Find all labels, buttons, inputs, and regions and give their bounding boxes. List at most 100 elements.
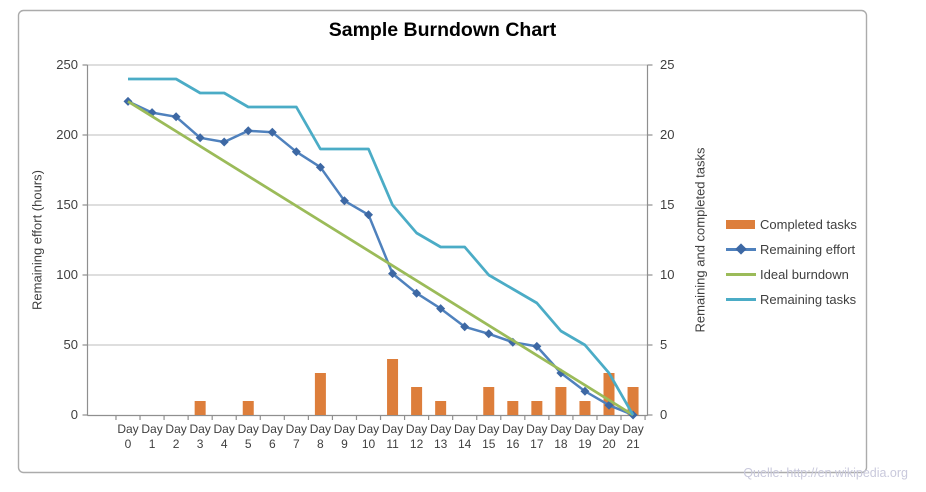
x-axis-category-label: Day 7	[282, 422, 310, 452]
category-number: 0	[124, 437, 132, 451]
category-number: 15	[482, 437, 496, 451]
category-prefix: Day	[141, 422, 163, 436]
marker-diamond-remaining-effort-day-15	[484, 329, 494, 339]
legend-swatch-remaining-effort	[726, 242, 756, 255]
x-axis-category-label: Day 18	[547, 422, 575, 452]
marker-diamond-remaining-effort-day-7	[291, 147, 301, 157]
category-number: 6	[268, 437, 276, 451]
x-axis-category-label: Day 2	[162, 422, 190, 452]
category-prefix: Day	[429, 422, 452, 436]
right-axis-title: Remaining and completed tasks	[692, 147, 708, 333]
category-number: 10	[361, 437, 376, 451]
diamond-marker-icon	[735, 242, 747, 255]
legend-item-completed-tasks: Completed tasks	[726, 214, 857, 234]
x-axis-category-label: Day 6	[258, 422, 286, 452]
category-prefix: Day	[357, 422, 380, 436]
category-number: 1	[148, 437, 156, 451]
bar-completed-tasks-day-21	[627, 387, 639, 415]
left-axis-tick-label: 50	[63, 337, 78, 352]
x-axis-category-label: Day 5	[234, 422, 262, 452]
x-axis-category-label: Day 12	[403, 422, 431, 452]
category-prefix: Day	[598, 422, 620, 436]
marker-diamond-remaining-effort-day-2	[171, 112, 181, 122]
category-prefix: Day	[117, 422, 139, 436]
legend-item-remaining-effort: Remaining effort	[726, 239, 857, 259]
left-axis-tick-label: 100	[56, 267, 78, 282]
marker-diamond-remaining-effort-day-8	[315, 162, 325, 172]
category-number: 11	[386, 437, 399, 451]
x-axis-category-label: Day 11	[379, 422, 407, 452]
left-axis-tick-label: 0	[70, 407, 78, 422]
category-prefix: Day	[454, 422, 476, 436]
series-line-remaining-effort	[127, 100, 634, 417]
marker-diamond-remaining-effort-day-5	[243, 126, 253, 136]
legend: Completed tasks Remaining effort Ideal bur…	[726, 214, 857, 314]
category-prefix: Day	[478, 422, 500, 436]
category-prefix: Day	[285, 422, 308, 436]
bar-completed-tasks-day-18	[555, 387, 567, 415]
category-number: 3	[196, 437, 204, 451]
legend-swatch-ideal-burndown	[726, 272, 756, 276]
category-number: 19	[578, 437, 592, 451]
bar-completed-tasks-day-16	[507, 401, 519, 415]
legend-label: Completed tasks	[760, 216, 857, 232]
legend-swatch-completed-tasks	[726, 219, 756, 229]
category-prefix: Day	[237, 422, 259, 436]
x-axis-category-label: Day 16	[499, 422, 527, 452]
category-prefix: Day	[333, 422, 356, 436]
x-axis-category-label: Day 1	[138, 422, 166, 452]
legend-item-ideal-burndown: Ideal burndown	[726, 264, 857, 284]
marker-diamond-remaining-effort-day-3	[195, 133, 205, 143]
marker-diamond-remaining-effort-day-9	[339, 196, 349, 206]
marker-diamond-remaining-effort-day-19	[580, 386, 590, 396]
bar-completed-tasks-day-12	[411, 387, 423, 415]
category-number: 2	[172, 437, 180, 451]
left-axis-tick-label: 250	[56, 57, 78, 72]
chart-title: Sample Burndown Chart	[328, 19, 557, 41]
x-axis-category-label: Day 13	[427, 422, 455, 452]
x-axis-category-label: Day 0	[114, 422, 142, 452]
x-axis-category-label: Day 3	[186, 422, 214, 452]
x-axis-category-label: Day 21	[619, 422, 647, 452]
category-prefix: Day	[213, 422, 235, 436]
x-axis-category-label: Day 9	[330, 422, 358, 452]
category-prefix: Day	[574, 422, 596, 436]
category-number: 17	[530, 437, 544, 451]
legend-item-remaining-tasks: Remaining tasks	[726, 289, 857, 309]
bar-completed-tasks-day-17	[531, 401, 543, 415]
bar-completed-tasks-day-19	[579, 401, 591, 415]
series-line-remaining-tasks	[128, 77, 635, 416]
category-prefix: Day	[622, 422, 644, 436]
right-axis-tick-label: 5	[660, 337, 668, 352]
category-number: 8	[317, 437, 324, 451]
category-number: 20	[602, 437, 616, 451]
marker-diamond-remaining-effort-day-11	[388, 269, 398, 279]
right-axis-tick-label: 20	[660, 127, 675, 142]
marker-diamond-remaining-effort-day-10	[364, 210, 373, 220]
line-swatch-icon	[726, 272, 756, 276]
category-number: 16	[506, 437, 520, 451]
watermark-source: Quelle: http://en.wikipedia.org	[743, 466, 908, 480]
x-axis-category-label: Day 10	[355, 422, 383, 452]
right-axis-tick-label: 15	[660, 197, 675, 212]
bar-completed-tasks-day-5	[242, 401, 254, 415]
bar-swatch-icon	[726, 219, 755, 229]
category-number: 4	[220, 437, 228, 451]
left-axis-tick-label: 200	[56, 127, 78, 142]
bar-completed-tasks-day-20	[603, 373, 615, 415]
category-number: 18	[554, 437, 568, 451]
x-axis-category-label: Day 15	[475, 422, 503, 452]
category-prefix: Day	[309, 422, 332, 436]
x-axis-category-label: Day 20	[595, 422, 623, 452]
marker-diamond-remaining-effort-day-4	[219, 137, 229, 147]
category-number: 14	[458, 437, 472, 451]
category-prefix: Day	[550, 422, 572, 436]
marker-diamond-remaining-effort-day-6	[267, 127, 277, 137]
right-axis-tick-label: 25	[660, 57, 675, 72]
left-axis-tick-label: 150	[56, 197, 78, 212]
category-number: 13	[433, 437, 448, 451]
category-prefix: Day	[502, 422, 524, 436]
marker-diamond-remaining-effort-day-17	[532, 341, 542, 351]
